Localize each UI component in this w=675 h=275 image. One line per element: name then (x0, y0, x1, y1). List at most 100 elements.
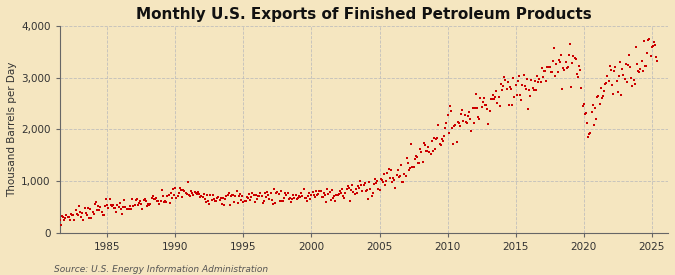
Point (244, 191, 254, 196)
Point (628, 78, 639, 82)
Point (441, 121, 452, 126)
Point (400, 174, 411, 178)
Point (180, 190, 191, 195)
Point (297, 193, 308, 198)
Point (629, 82, 640, 87)
Point (586, 109, 597, 114)
Point (369, 182, 379, 187)
Point (192, 192, 202, 196)
Point (592, 95, 603, 100)
Point (167, 187, 178, 191)
Point (564, 53, 574, 57)
Point (561, 65, 572, 70)
Point (170, 185, 181, 190)
Point (446, 108, 456, 113)
Point (464, 110, 475, 114)
Point (135, 199, 146, 203)
Point (338, 194, 348, 198)
Point (128, 204, 139, 208)
Point (554, 58, 564, 63)
Point (354, 186, 364, 191)
Point (315, 189, 326, 193)
Point (532, 74, 543, 78)
Point (327, 188, 338, 192)
Point (487, 93, 498, 97)
Point (346, 188, 356, 192)
Point (260, 191, 271, 195)
Point (147, 194, 158, 198)
Point (387, 175, 398, 180)
Point (562, 65, 573, 69)
Point (398, 180, 409, 184)
Point (381, 179, 392, 184)
Point (435, 143, 446, 147)
Point (434, 141, 445, 146)
Point (531, 88, 541, 93)
Point (267, 197, 277, 202)
Point (635, 67, 646, 71)
Point (439, 134, 450, 138)
Point (568, 54, 579, 58)
Point (455, 124, 466, 128)
Point (526, 78, 537, 82)
Point (236, 198, 246, 203)
Point (611, 79, 622, 83)
Point (207, 197, 217, 202)
Point (518, 73, 529, 78)
Point (362, 188, 373, 192)
Point (512, 78, 523, 83)
Point (522, 76, 533, 81)
Point (287, 197, 298, 201)
Point (448, 142, 458, 146)
Point (639, 64, 650, 68)
Point (481, 103, 491, 107)
Point (459, 113, 470, 117)
Point (256, 194, 267, 199)
Point (580, 111, 591, 115)
Point (129, 203, 140, 207)
Point (197, 194, 208, 199)
Point (137, 207, 148, 211)
Point (88, 211, 99, 216)
Point (157, 194, 168, 199)
Point (443, 130, 454, 135)
Point (342, 183, 353, 188)
Point (122, 207, 133, 211)
Point (489, 97, 500, 101)
Point (497, 83, 508, 88)
Point (126, 207, 136, 211)
Point (264, 197, 275, 201)
Point (227, 193, 238, 197)
Text: Source: U.S. Energy Information Administration: Source: U.S. Energy Information Administ… (54, 265, 268, 274)
Point (289, 196, 300, 201)
Point (565, 42, 576, 46)
Point (402, 161, 413, 165)
Point (114, 201, 125, 205)
Point (310, 189, 321, 194)
Point (78, 218, 89, 222)
Point (125, 204, 136, 208)
Point (136, 201, 146, 206)
Point (650, 42, 661, 47)
Point (597, 95, 608, 100)
Point (504, 84, 515, 89)
Point (132, 203, 143, 207)
Point (359, 181, 370, 185)
Point (65, 212, 76, 216)
Point (494, 104, 505, 108)
Point (593, 94, 604, 98)
Point (495, 82, 506, 87)
Point (618, 73, 629, 78)
Point (49, 221, 59, 225)
Point (572, 72, 583, 76)
Point (142, 204, 153, 208)
Point (399, 172, 410, 177)
Point (70, 207, 81, 212)
Point (529, 88, 539, 92)
Point (252, 194, 263, 198)
Point (224, 203, 235, 207)
Point (472, 114, 483, 119)
Point (605, 68, 616, 73)
Point (617, 67, 628, 71)
Point (271, 191, 281, 195)
